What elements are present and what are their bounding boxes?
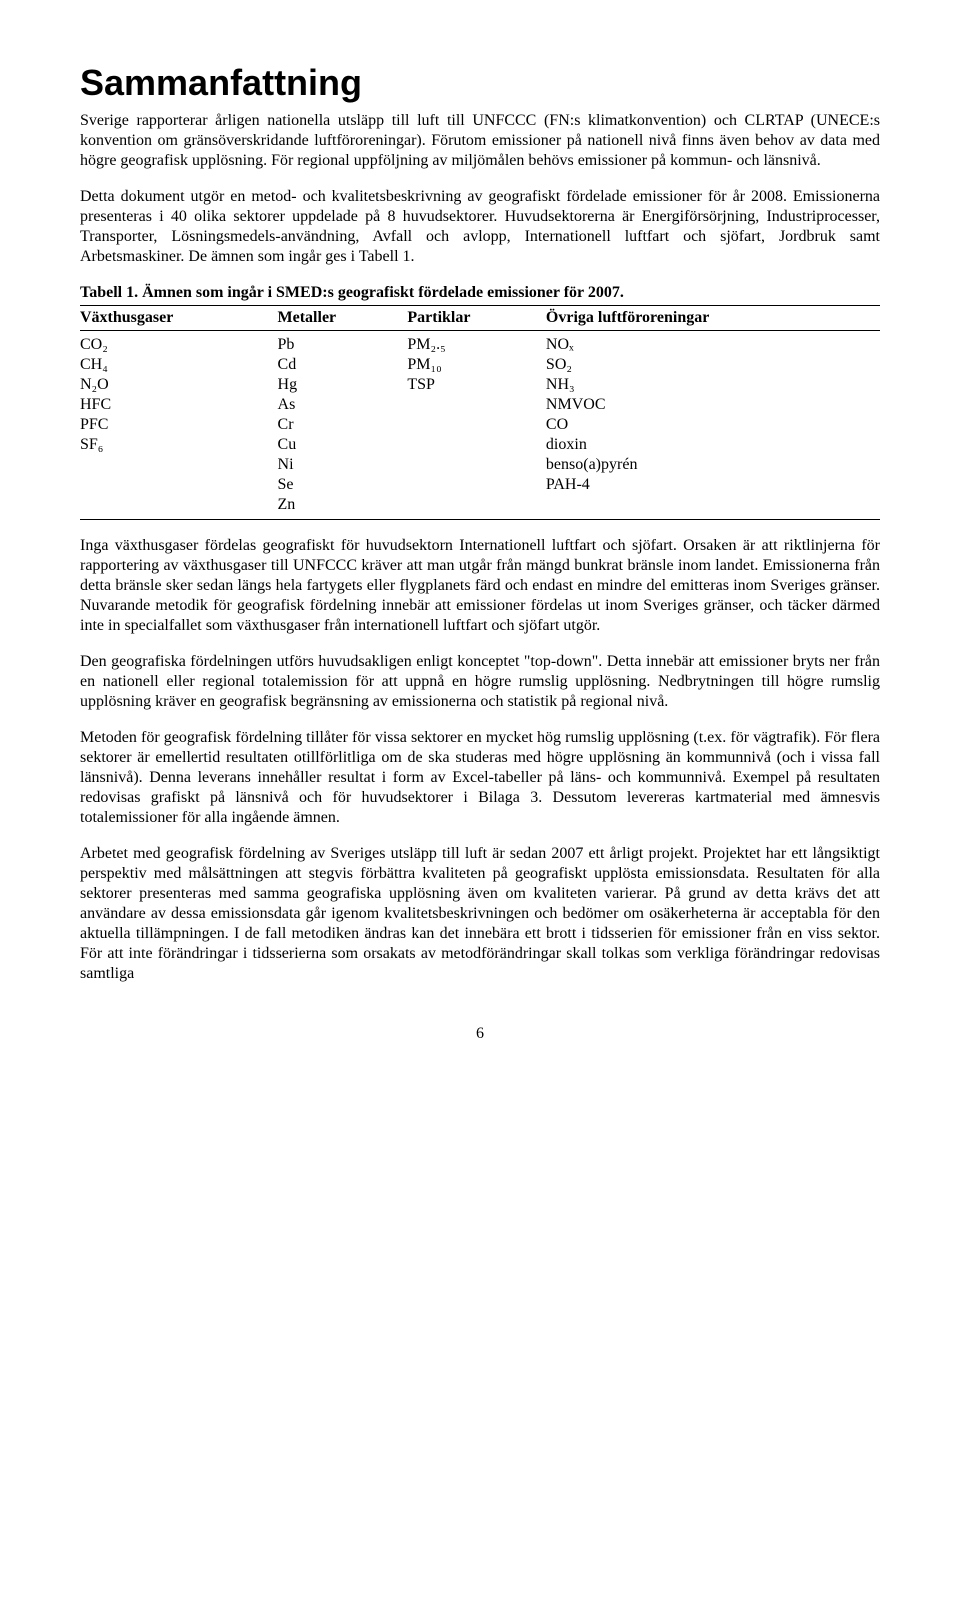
cell [80,495,278,520]
cell: dioxin [546,435,880,455]
substances-table: Växthusgaser Metaller Partiklar Övriga l… [80,305,880,520]
paragraph-1: Sverige rapporterar årligen nationella u… [80,111,880,171]
cell: As [278,395,408,415]
table-row: CO₂PbPM₂.₅NOₓ [80,331,880,356]
table-row: CH₄CdPM₁₀SO₂ [80,355,880,375]
cell [80,455,278,475]
cell [407,395,546,415]
col-header-2: Metaller [278,306,408,331]
cell: CO₂ [80,331,278,356]
cell: PFC [80,415,278,435]
cell: Zn [278,495,408,520]
paragraph-5: Metoden för geografisk fördelning tillåt… [80,728,880,828]
page-number: 6 [80,1024,880,1044]
cell [407,435,546,455]
cell: PM₁₀ [407,355,546,375]
table-header-row: Växthusgaser Metaller Partiklar Övriga l… [80,306,880,331]
cell: NH₃ [546,375,880,395]
cell: HFC [80,395,278,415]
cell: Hg [278,375,408,395]
table-row: SF₆Cu dioxin [80,435,880,455]
cell [407,495,546,520]
table-row: Se PAH-4 [80,475,880,495]
cell: Se [278,475,408,495]
cell: PAH-4 [546,475,880,495]
paragraph-6: Arbetet med geografisk fördelning av Sve… [80,844,880,984]
col-header-4: Övriga luftföroreningar [546,306,880,331]
table-body: CO₂PbPM₂.₅NOₓ CH₄CdPM₁₀SO₂ N₂OHgTSPNH₃ H… [80,331,880,520]
cell: CH₄ [80,355,278,375]
page-title: Sammanfattning [80,60,880,105]
paragraph-4: Den geografiska fördelningen utförs huvu… [80,652,880,712]
cell: Ni [278,455,408,475]
cell [407,475,546,495]
cell: PM₂.₅ [407,331,546,356]
table-caption: Tabell 1. Ämnen som ingår i SMED:s geogr… [80,283,880,303]
cell: Cr [278,415,408,435]
paragraph-2: Detta dokument utgör en metod- och kvali… [80,187,880,267]
table-row: N₂OHgTSPNH₃ [80,375,880,395]
cell [546,495,880,520]
table-row: PFCCr CO [80,415,880,435]
cell: SO₂ [546,355,880,375]
cell: benso(a)pyrén [546,455,880,475]
cell [80,475,278,495]
cell: NMVOC [546,395,880,415]
table-row: HFCAs NMVOC [80,395,880,415]
cell: Cu [278,435,408,455]
cell: SF₆ [80,435,278,455]
paragraph-3: Inga växthusgaser fördelas geografiskt f… [80,536,880,636]
table-row: Ni benso(a)pyrén [80,455,880,475]
cell: NOₓ [546,331,880,356]
cell [407,455,546,475]
cell: Pb [278,331,408,356]
cell: CO [546,415,880,435]
col-header-1: Växthusgaser [80,306,278,331]
table-row: Zn [80,495,880,520]
cell [407,415,546,435]
cell: N₂O [80,375,278,395]
cell: Cd [278,355,408,375]
col-header-3: Partiklar [407,306,546,331]
cell: TSP [407,375,546,395]
